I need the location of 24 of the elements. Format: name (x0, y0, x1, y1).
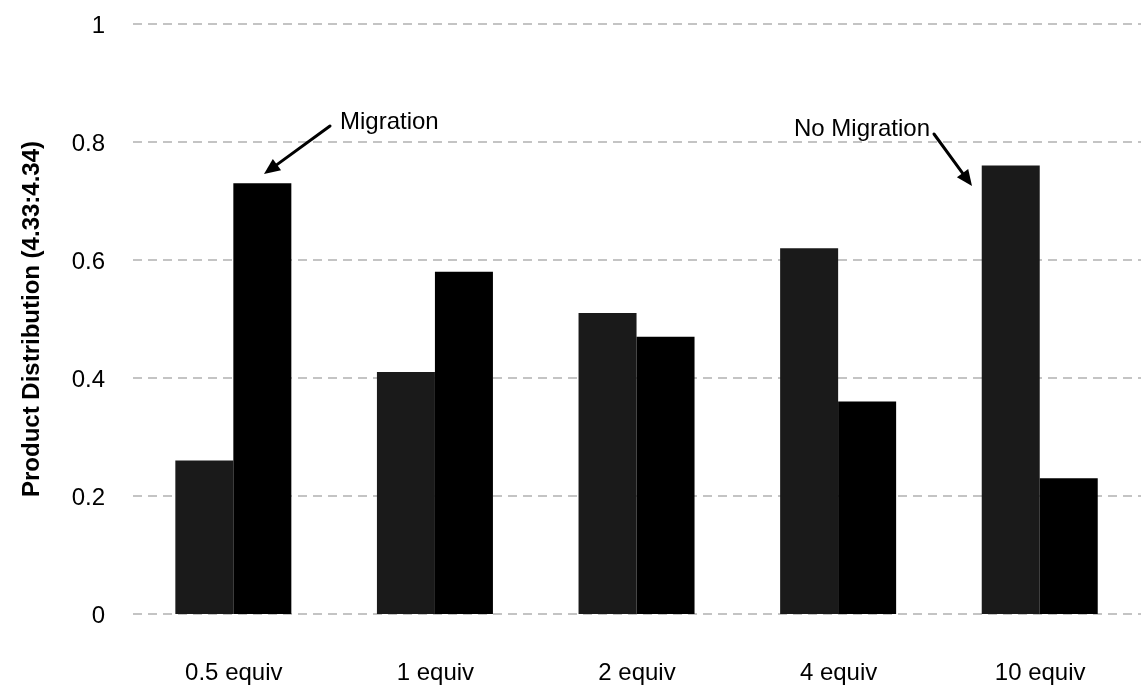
x-tick-label: 0.5 equiv (185, 658, 283, 686)
bar (434, 271, 493, 614)
bar (780, 248, 839, 614)
x-tick-label: 2 equiv (598, 658, 676, 686)
y-tick-label: 0 (91, 600, 105, 628)
bar (1039, 478, 1098, 614)
x-tick-label: 10 equiv (994, 658, 1086, 686)
y-tick-label: 1 (91, 10, 105, 38)
y-tick-label: 0.4 (71, 364, 105, 392)
bar (981, 165, 1040, 614)
annotation: No Migration (793, 113, 931, 141)
bar (838, 401, 897, 614)
y-tick-label: 0.2 (71, 482, 105, 510)
bar (578, 313, 637, 614)
bar (233, 183, 292, 614)
x-tick-label: 4 equiv (799, 658, 878, 686)
y-axis-title: Product Distribution (4.33:4.34) (16, 140, 44, 498)
bar (175, 460, 234, 614)
bar (376, 372, 435, 614)
y-tick-label: 0.8 (71, 128, 105, 156)
y-tick-label: 0.6 (71, 246, 105, 274)
x-tick-label: 1 equiv (396, 658, 475, 686)
annotation: Migration (340, 106, 439, 134)
bar (636, 336, 695, 614)
